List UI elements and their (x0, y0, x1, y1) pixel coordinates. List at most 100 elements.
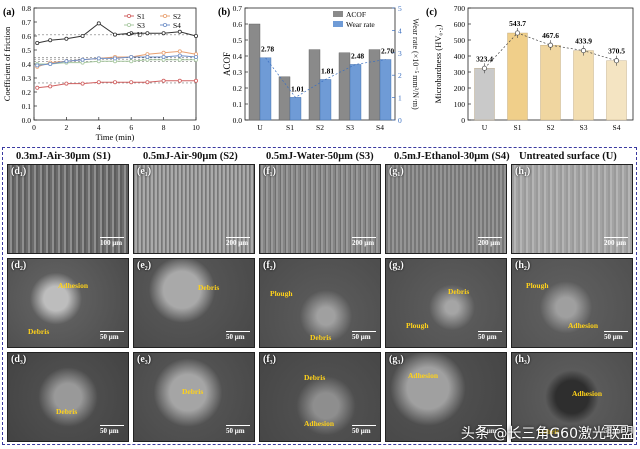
bar-wear-rate (259, 57, 272, 121)
x-tick-label: S2 (316, 123, 324, 132)
sem-image-h2: (h₂) 50 μm Plough Adhesion (511, 258, 633, 348)
data-label: 370.5 (608, 47, 625, 56)
scale-bar-label: 200 μm (478, 239, 501, 247)
data-point-s4 (129, 55, 134, 60)
y2-tick-label: 0 (398, 116, 402, 125)
bar-microhardness (507, 32, 528, 121)
y-tick-label: 0.2 (22, 88, 32, 97)
sem-image-label: (d₃) (11, 354, 27, 365)
col-title-s4: 0.5mJ-Ethanol-30μm (S4) (394, 151, 510, 162)
col-title-s3: 0.5mJ-Water-50μm (S3) (266, 151, 374, 162)
bar-acof (308, 49, 321, 121)
y-axis-label: ACOF (222, 52, 232, 76)
x-tick-label: S1 (286, 123, 294, 132)
annotation-plough: Plough (526, 281, 549, 290)
data-point-u (48, 38, 53, 43)
sem-image-e3: (e₃) 50 μm Debris (133, 352, 255, 442)
data-point-s1 (145, 80, 150, 85)
scale-bar: 50 μm (100, 424, 124, 435)
sem-image-h1: (h₁) 200 μm (511, 164, 633, 254)
x-tick-label: U (482, 123, 488, 132)
scale-bar: 50 μm (478, 424, 502, 435)
x-tick-label: 6 (129, 123, 133, 132)
data-point-s1 (96, 80, 101, 85)
data-point-s1 (80, 81, 85, 86)
x-tick-label: 4 (97, 123, 101, 132)
y-tick-label: 0.2 (233, 84, 243, 93)
y2-tick-label: 3 (398, 49, 402, 58)
y-tick-label: 200 (454, 84, 466, 93)
legend-label: U (137, 30, 143, 39)
col-title-u: Untreated surface (U) (519, 151, 617, 162)
y-tick-label: 0.7 (22, 18, 32, 27)
data-point-s4 (193, 55, 198, 60)
scale-bar-label: 100 μm (100, 239, 123, 247)
bar-acof (368, 49, 381, 121)
bar-wear-rate (349, 64, 362, 121)
annotation-adhesion: Adhesion (304, 419, 335, 428)
x-tick-label: 2 (65, 123, 69, 132)
y-tick-label: 0.4 (22, 60, 32, 69)
legend-label: S1 (137, 12, 145, 21)
scale-bar-label: 200 μm (226, 239, 249, 247)
y-tick-label: 700 (454, 4, 466, 13)
data-label: 467.6 (542, 31, 559, 40)
y-tick-label: 0.1 (22, 102, 32, 111)
y-tick-label: 0.8 (22, 4, 32, 13)
y-tick-label: 0.3 (233, 68, 243, 77)
data-point-u (64, 36, 69, 41)
x-tick-label: S2 (547, 123, 555, 132)
sem-image-label: (h₁) (515, 166, 531, 177)
legend-label: S3 (137, 21, 145, 30)
sem-image-f3: (f₃) 50 μm Debris Adhesion (259, 352, 381, 442)
data-label: 1.01 (291, 84, 304, 93)
panel-label: (a) (3, 7, 15, 18)
bar-acof (278, 76, 291, 121)
data-point-s4 (113, 56, 118, 61)
annotation-debris: Debris (448, 287, 470, 296)
x-tick-label: 0 (32, 123, 36, 132)
data-point (547, 42, 554, 48)
scale-bar: 200 μm (352, 236, 376, 247)
x-tick-label: 10 (192, 123, 200, 132)
scale-bar-label: 50 μm (226, 427, 245, 435)
scale-bar-label: 50 μm (478, 427, 497, 435)
data-point-s1 (48, 84, 53, 89)
data-point-u (80, 34, 85, 39)
data-point-s2 (161, 50, 166, 55)
y-tick-label: 0.5 (233, 36, 243, 45)
panel-label: (c) (426, 7, 437, 18)
sem-image-d3: (d₃) 50 μm Debris (7, 352, 129, 442)
data-point (613, 58, 620, 64)
y2-tick-label: 5 (398, 4, 402, 13)
sem-image-g3: (g₃) 50 μm Adhesion (385, 352, 507, 442)
scale-bar-label: 50 μm (604, 427, 623, 435)
data-label: 543.7 (509, 19, 526, 28)
data-point-u (193, 34, 198, 39)
sem-image-g2: (g₂) 50 μm Debris Plough (385, 258, 507, 348)
col-title-s2: 0.5mJ-Air-90μm (S2) (143, 151, 238, 162)
sem-image-label: (g₃) (389, 354, 404, 365)
sem-image-d2: (d₂) 50 μm Adhesion Debris (7, 258, 129, 348)
scale-bar: 50 μm (352, 330, 376, 341)
bar-wear-rate (379, 59, 392, 121)
scale-bar: 50 μm (226, 330, 250, 341)
sem-image-e1: (e₁) 200 μm (133, 164, 255, 254)
scale-bar: 50 μm (604, 330, 628, 341)
sem-image-f2: (f₂) 50 μm Plough Debris (259, 258, 381, 348)
y2-tick-label: 1 (398, 94, 402, 103)
data-point-s1 (161, 78, 166, 83)
y-tick-label: 0.0 (233, 116, 243, 125)
annotation-debris: Debris (198, 283, 220, 292)
watermark-text: 头条 @长三角G60激光联盟 (460, 426, 634, 442)
data-label: 2.48 (351, 51, 364, 60)
trend-line (484, 32, 617, 69)
data-point-u (145, 31, 150, 36)
data-point-s1 (193, 78, 198, 83)
sem-image-g1: (g₁) 200 μm (385, 164, 507, 254)
legend-marker (162, 22, 167, 27)
data-point-s4 (80, 57, 85, 62)
sem-image-label: (g₂) (389, 260, 404, 271)
data-point-s3 (129, 59, 134, 64)
legend-marker (162, 13, 167, 18)
